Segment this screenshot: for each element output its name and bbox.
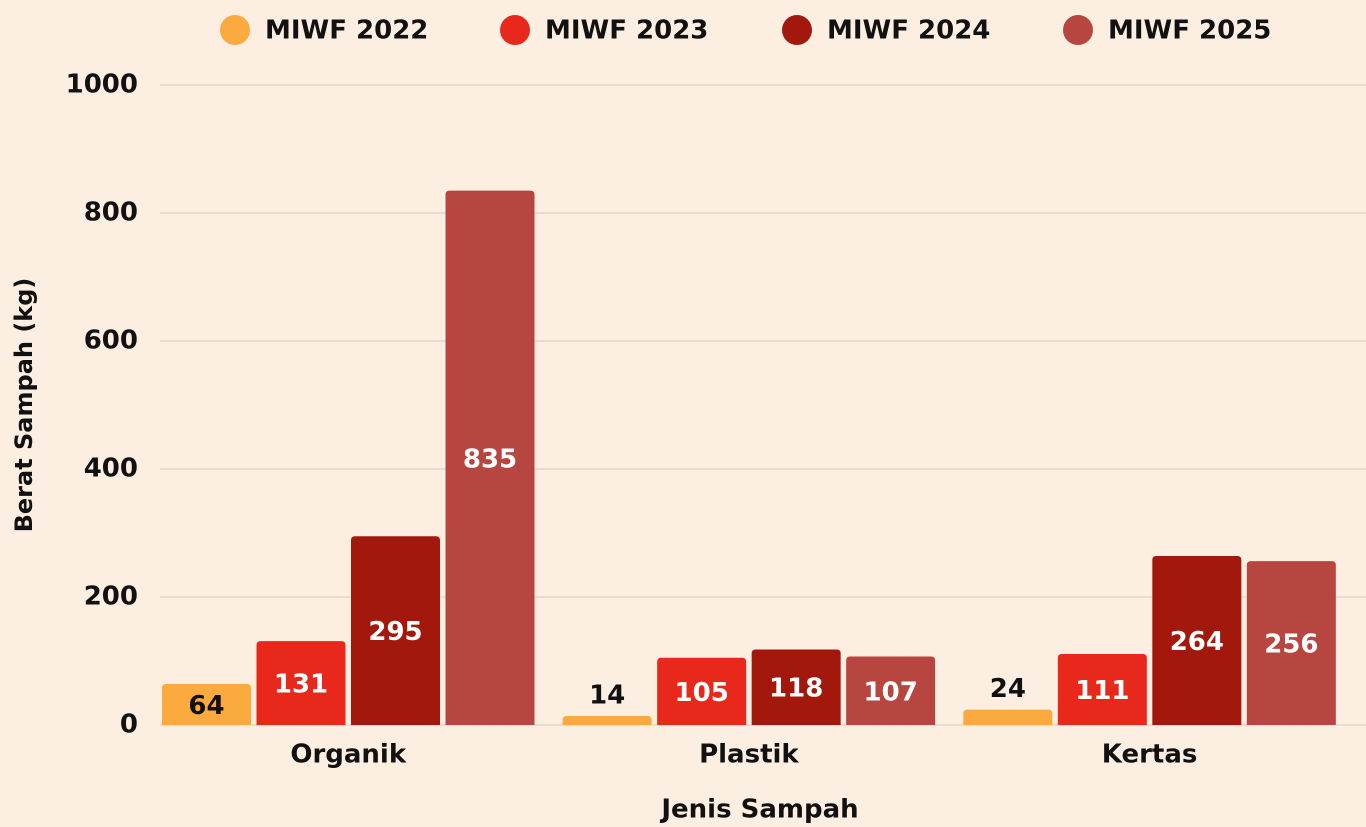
value-label: 24	[990, 674, 1026, 704]
value-label: 107	[864, 677, 918, 707]
value-label: 111	[1075, 676, 1129, 706]
y-tick-label: 0	[120, 710, 138, 740]
bar	[562, 716, 652, 725]
value-label: 118	[769, 674, 823, 704]
legend-label: MIWF 2024	[827, 16, 990, 46]
legend-label: MIWF 2022	[265, 16, 428, 46]
value-label: 835	[463, 444, 517, 474]
value-label: 264	[1170, 627, 1224, 657]
legend-label: MIWF 2025	[1108, 16, 1271, 46]
bar	[846, 656, 936, 725]
bar	[1057, 653, 1147, 725]
value-label: 256	[1264, 630, 1318, 660]
legend-swatch	[220, 15, 250, 45]
y-tick-label: 800	[84, 198, 138, 228]
bar	[1246, 561, 1336, 725]
bar	[162, 684, 251, 725]
value-label: 14	[589, 681, 625, 711]
legend-swatch	[782, 15, 812, 45]
bar	[963, 709, 1053, 725]
bar	[657, 657, 747, 725]
y-tick-label: 1000	[66, 70, 138, 100]
value-label: 295	[368, 617, 422, 647]
bar	[351, 536, 440, 725]
y-tick-label: 400	[84, 454, 138, 484]
legend-swatch	[1063, 15, 1093, 45]
value-label: 105	[675, 678, 729, 708]
value-label: 64	[188, 691, 224, 721]
x-axis-label: Jenis Sampah	[659, 795, 858, 825]
legend-swatch	[500, 15, 530, 45]
legend-label: MIWF 2023	[545, 16, 708, 46]
value-label: 131	[274, 670, 328, 700]
x-tick-label: Organik	[290, 740, 407, 770]
y-tick-label: 200	[84, 582, 138, 612]
bar	[445, 190, 535, 726]
y-axis-label: Berat Sampah (kg)	[10, 278, 38, 533]
bar	[751, 649, 841, 725]
bar	[1152, 556, 1242, 725]
y-tick-label: 600	[84, 326, 138, 356]
bar	[256, 641, 346, 725]
x-tick-label: Kertas	[1102, 740, 1198, 770]
x-tick-label: Plastik	[699, 740, 799, 770]
